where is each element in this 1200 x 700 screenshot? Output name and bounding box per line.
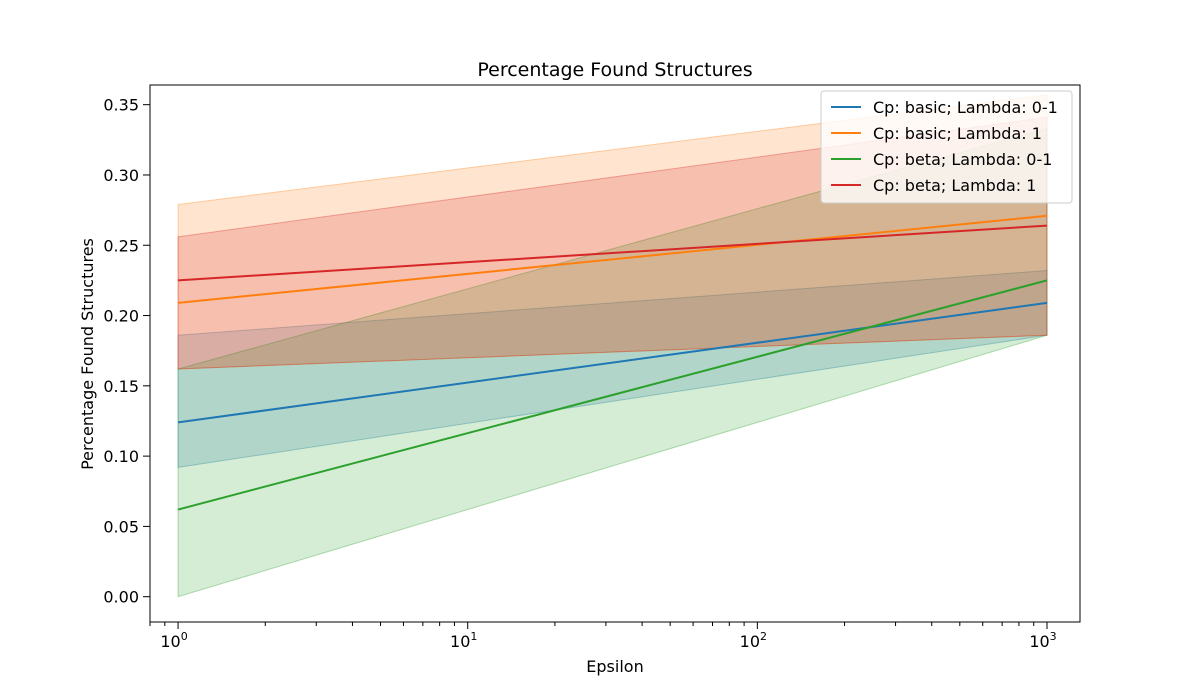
y-tick-label: 0.05 <box>103 517 139 536</box>
series-lines <box>177 214 1048 511</box>
x-tick-label: 100 <box>160 630 187 651</box>
line-series-2 <box>177 279 1048 511</box>
y-tick-label: 0.25 <box>103 236 139 255</box>
band-series-0 <box>177 270 1048 468</box>
x-tick-label: 102 <box>740 630 767 651</box>
legend-box <box>820 90 1073 204</box>
y-tick-label: 0.10 <box>103 447 139 466</box>
y-tick-label: 0.15 <box>103 377 139 396</box>
y-axis-label: Percentage Found Structures <box>78 238 97 470</box>
legend: Cp: basic; Lambda: 0-1 Cp: basic; Lambda:… <box>820 90 1073 204</box>
legend-entry: Cp: basic; Lambda: 0-1 <box>873 98 1058 117</box>
y-axis: 0.00 0.05 0.10 0.15 0.20 0.25 0.30 0.35 <box>103 96 150 607</box>
x-tick-label: 101 <box>450 630 477 651</box>
y-tick-label: 0.20 <box>103 307 139 326</box>
chart-title: Percentage Found Structures <box>477 59 752 81</box>
y-tick-label: 0.35 <box>103 96 139 115</box>
line-series-3 <box>178 224 1048 282</box>
line-series-1 <box>177 214 1048 304</box>
x-tick-label: 103 <box>1029 630 1056 651</box>
plot-area-frame <box>149 84 1081 623</box>
line-series-0 <box>177 301 1048 424</box>
legend-entry: Cp: beta; Lambda: 1 <box>873 176 1036 195</box>
x-axis-label: Epsilon <box>586 657 643 676</box>
y-tick-label: 0.00 <box>103 588 139 607</box>
x-axis: 100 101 102 103 <box>149 622 1057 651</box>
legend-entry: Cp: basic; Lambda: 1 <box>873 124 1042 143</box>
legend-entry: Cp: beta; Lambda: 0-1 <box>873 150 1052 169</box>
y-tick-label: 0.30 <box>103 166 139 185</box>
